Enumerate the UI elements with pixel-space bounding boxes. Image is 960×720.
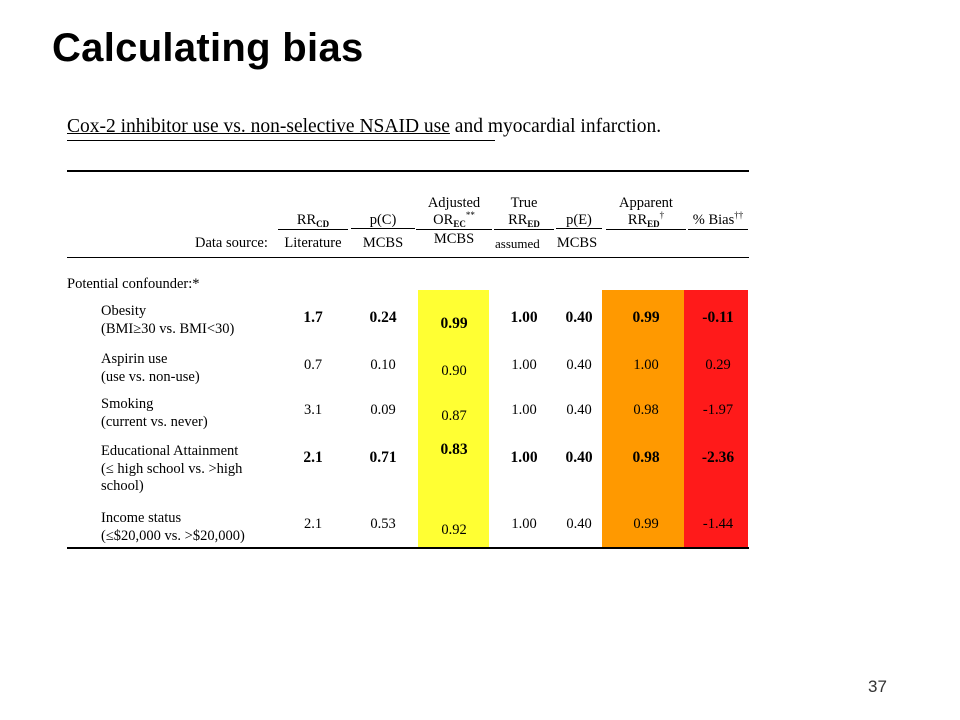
bias-cell: 0.29 [705, 357, 731, 373]
apparent-cell: 0.99 [632, 309, 660, 326]
slide-title: Calculating bias [52, 26, 364, 70]
true-cell: 1.00 [511, 402, 537, 418]
table-caption: Cox-2 inhibitor use vs. non-selective NS… [67, 116, 661, 138]
p-e-cell: 0.40 [565, 449, 593, 466]
p-c-cell: 0.24 [369, 309, 397, 326]
true-cell: 1.00 [510, 309, 538, 326]
p-c-cell: 0.09 [370, 402, 396, 418]
header-adjusted-line1: Adjusted [427, 195, 481, 211]
confounder-name: (use vs. non-use) [101, 368, 200, 385]
confounder-name: school) [101, 478, 144, 494]
header-apparent: RRED† [606, 210, 686, 230]
header-bottom-rule [67, 257, 749, 258]
data-source-adjusted: MCBS [433, 231, 475, 247]
header-p-e: p(E) [556, 213, 602, 229]
p-e-cell: 0.40 [565, 309, 593, 326]
confounder-name: Aspirin use [101, 351, 168, 367]
apparent-cell: 0.98 [633, 402, 659, 418]
table-bottom-rule [67, 547, 749, 549]
header-adjusted: OREC** [416, 210, 492, 230]
confounder-label: Potential confounder:* [67, 276, 200, 292]
adjusted-cell: 0.90 [441, 363, 467, 379]
confounder-name: (current vs. never) [101, 413, 208, 430]
table-top-rule [67, 170, 749, 172]
bias-cell: -0.11 [702, 309, 734, 326]
true-cell: 1.00 [511, 357, 537, 373]
page-number: 37 [868, 677, 887, 696]
apparent-cell: 0.99 [633, 516, 659, 532]
confounder-name: Income status [101, 510, 182, 526]
adjusted-column-bg [418, 290, 489, 548]
p-c-cell: 0.71 [369, 449, 397, 466]
header-bias: % Bias†† [688, 210, 748, 230]
rr-cd-cell: 1.7 [303, 309, 323, 326]
rr-cd-cell: 2.1 [303, 516, 323, 532]
p-c-cell: 0.53 [370, 516, 396, 532]
header-p-c: p(C) [351, 213, 415, 229]
apparent-column-bg [602, 290, 684, 548]
confounder-name: Smoking [101, 396, 154, 412]
rr-cd-cell: 0.7 [303, 357, 323, 373]
caption-rule [67, 140, 495, 141]
p-e-cell: 0.40 [566, 357, 592, 373]
data-source-p-c: MCBS [362, 235, 404, 251]
rr-cd-cell: 3.1 [303, 402, 323, 418]
bias-cell: -1.44 [702, 516, 734, 532]
confounder-name: (BMI≥30 vs. BMI<30) [101, 320, 235, 337]
true-cell: 1.00 [510, 449, 538, 466]
caption-rest: and myocardial infarction. [449, 116, 662, 137]
confounder-name: Obesity [101, 303, 147, 319]
header-true: RRED [494, 213, 554, 230]
bias-column-bg [684, 290, 748, 548]
data-source-label: Data source: [195, 235, 268, 251]
header-true-line1: True [510, 195, 538, 211]
p-c-cell: 0.10 [370, 357, 396, 373]
bias-cell: -1.97 [702, 402, 734, 418]
bias-cell: -2.36 [701, 449, 735, 466]
p-e-cell: 0.40 [566, 402, 592, 418]
true-cell: 1.00 [511, 516, 537, 532]
data-source-p-e: MCBS [556, 235, 598, 251]
data-source-true: assumed [495, 236, 540, 251]
apparent-cell: 0.98 [632, 449, 660, 466]
confounder-name: Educational Attainment [101, 443, 239, 459]
adjusted-cell: 0.83 [440, 441, 468, 458]
adjusted-cell: 0.99 [440, 315, 468, 332]
p-e-cell: 0.40 [566, 516, 592, 532]
confounder-name: (≤$20,000 vs. >$20,000) [101, 527, 245, 544]
rr-cd-cell: 2.1 [303, 449, 323, 466]
caption-underlined: Cox-2 inhibitor use vs. non-selective NS… [67, 116, 450, 137]
header-rr-cd: RRCD [278, 213, 348, 230]
adjusted-cell: 0.92 [441, 522, 467, 538]
confounder-name: (≤ high school vs. >high [101, 460, 243, 477]
header-apparent-line1: Apparent [619, 195, 673, 211]
adjusted-cell: 0.87 [441, 408, 467, 424]
data-source-rr-cd: Literature [284, 235, 342, 251]
apparent-cell: 1.00 [633, 357, 659, 373]
